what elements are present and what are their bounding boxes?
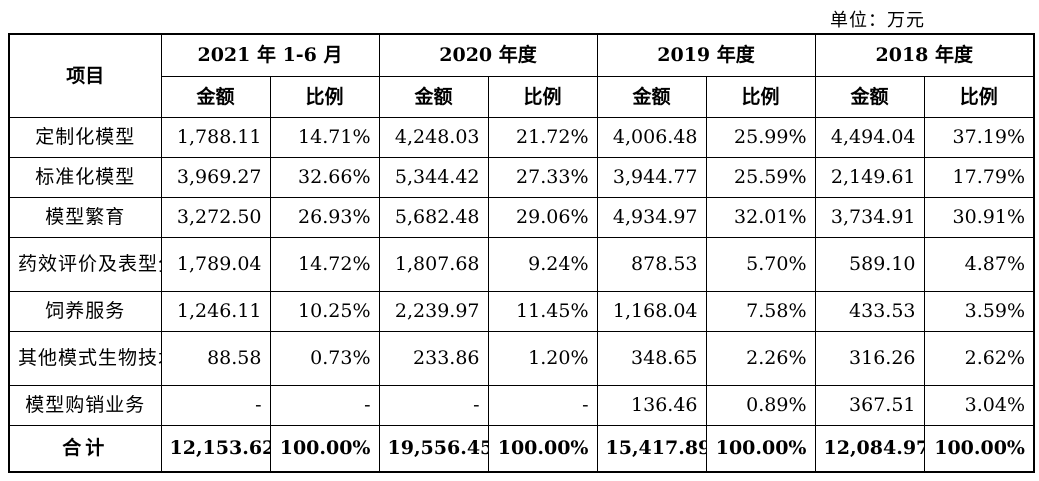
header-item: 项目: [8, 33, 162, 118]
cell-amount: 3,734.91: [814, 197, 925, 238]
table-row: 药效评价及表型分析 1,789.04 14.72% 1,807.68 9.24%…: [8, 237, 1035, 292]
cell-amount: 1,168.04: [596, 291, 707, 332]
row-label: 其他模式生物技术服务: [8, 331, 162, 386]
table-row: 定制化模型 1,788.11 14.71% 4,248.03 21.72% 4,…: [8, 117, 1035, 158]
cell-amount: 5,682.48: [378, 197, 489, 238]
total-ratio: 100.00%: [923, 425, 1035, 473]
cell-ratio: 3.04%: [923, 385, 1035, 426]
row-label: 药效评价及表型分析: [8, 237, 162, 292]
cell-amount: 3,969.27: [160, 157, 271, 198]
header-amount: 金额: [814, 76, 925, 118]
cell-amount: 3,944.77: [596, 157, 707, 198]
header-period: 2021 年 1-6 月: [160, 33, 380, 77]
cell-ratio: 32.01%: [705, 197, 816, 238]
total-amount: 19,556.45: [378, 425, 489, 473]
cell-ratio: 25.59%: [705, 157, 816, 198]
cell-amount: 136.46: [596, 385, 707, 426]
cell-ratio: 14.71%: [269, 117, 380, 158]
row-label: 饲养服务: [8, 291, 162, 332]
cell-amount: 878.53: [596, 237, 707, 292]
cell-ratio: 4.87%: [923, 237, 1035, 292]
cell-ratio: 25.99%: [705, 117, 816, 158]
cell-amount: 4,494.04: [814, 117, 925, 158]
header-period: 2018 年度: [814, 33, 1035, 77]
cell-amount: 88.58: [160, 331, 271, 386]
cell-ratio: 0.73%: [269, 331, 380, 386]
unit-label: 单位：万元: [830, 10, 925, 31]
header-ratio: 比例: [269, 76, 380, 118]
header-ratio: 比例: [923, 76, 1035, 118]
header-amount: 金额: [596, 76, 707, 118]
cell-ratio: 11.45%: [487, 291, 598, 332]
cell-ratio: 26.93%: [269, 197, 380, 238]
total-ratio: 100.00%: [487, 425, 598, 473]
total-label: 合计: [8, 425, 162, 473]
cell-amount: 4,248.03: [378, 117, 489, 158]
table-row: 模型购销业务 - - - - 136.46 0.89% 367.51 3.04%: [8, 385, 1035, 426]
cell-ratio: 17.79%: [923, 157, 1035, 198]
cell-ratio: 9.24%: [487, 237, 598, 292]
cell-ratio: -: [269, 385, 380, 426]
cell-amount: 433.53: [814, 291, 925, 332]
cell-amount: 1,807.68: [378, 237, 489, 292]
total-amount: 12,153.62: [160, 425, 271, 473]
table-row: 标准化模型 3,969.27 32.66% 5,344.42 27.33% 3,…: [8, 157, 1035, 198]
cell-ratio: 37.19%: [923, 117, 1035, 158]
row-label: 定制化模型: [8, 117, 162, 158]
header-period: 2019 年度: [596, 33, 816, 77]
row-label: 模型繁育: [8, 197, 162, 238]
total-amount: 12,084.97: [814, 425, 925, 473]
cell-amount: 3,272.50: [160, 197, 271, 238]
cell-amount: 348.65: [596, 331, 707, 386]
cell-amount: 5,344.42: [378, 157, 489, 198]
cell-ratio: 21.72%: [487, 117, 598, 158]
table-row: 其他模式生物技术服务 88.58 0.73% 233.86 1.20% 348.…: [8, 331, 1035, 386]
cell-amount: 1,246.11: [160, 291, 271, 332]
row-label: 模型购销业务: [8, 385, 162, 426]
total-ratio: 100.00%: [269, 425, 380, 473]
cell-ratio: 29.06%: [487, 197, 598, 238]
cell-amount: 2,239.97: [378, 291, 489, 332]
cell-ratio: 5.70%: [705, 237, 816, 292]
table-row: 饲养服务 1,246.11 10.25% 2,239.97 11.45% 1,1…: [8, 291, 1035, 332]
total-row: 合计 12,153.62 100.00% 19,556.45 100.00% 1…: [8, 425, 1035, 473]
cell-ratio: 14.72%: [269, 237, 380, 292]
cell-amount: -: [378, 385, 489, 426]
cell-ratio: 27.33%: [487, 157, 598, 198]
revenue-breakdown-table: 项目 2021 年 1-6 月 2020 年度 2019 年度 2018 年度 …: [8, 33, 1035, 473]
total-ratio: 100.00%: [705, 425, 816, 473]
header-amount: 金额: [160, 76, 271, 118]
total-amount: 15,417.89: [596, 425, 707, 473]
cell-ratio: 7.58%: [705, 291, 816, 332]
cell-amount: 367.51: [814, 385, 925, 426]
cell-amount: 316.26: [814, 331, 925, 386]
cell-ratio: 2.62%: [923, 331, 1035, 386]
cell-amount: 1,788.11: [160, 117, 271, 158]
cell-amount: 2,149.61: [814, 157, 925, 198]
header-amount: 金额: [378, 76, 489, 118]
row-label: 标准化模型: [8, 157, 162, 198]
cell-ratio: 32.66%: [269, 157, 380, 198]
cell-ratio: 0.89%: [705, 385, 816, 426]
table-row: 模型繁育 3,272.50 26.93% 5,682.48 29.06% 4,9…: [8, 197, 1035, 238]
cell-amount: 233.86: [378, 331, 489, 386]
cell-amount: -: [160, 385, 271, 426]
cell-ratio: 10.25%: [269, 291, 380, 332]
cell-ratio: 30.91%: [923, 197, 1035, 238]
cell-amount: 4,934.97: [596, 197, 707, 238]
cell-amount: 4,006.48: [596, 117, 707, 158]
header-period: 2020 年度: [378, 33, 598, 77]
cell-ratio: 2.26%: [705, 331, 816, 386]
cell-ratio: -: [487, 385, 598, 426]
cell-ratio: 3.59%: [923, 291, 1035, 332]
header-ratio: 比例: [705, 76, 816, 118]
cell-amount: 1,789.04: [160, 237, 271, 292]
cell-ratio: 1.20%: [487, 331, 598, 386]
cell-amount: 589.10: [814, 237, 925, 292]
header-ratio: 比例: [487, 76, 598, 118]
